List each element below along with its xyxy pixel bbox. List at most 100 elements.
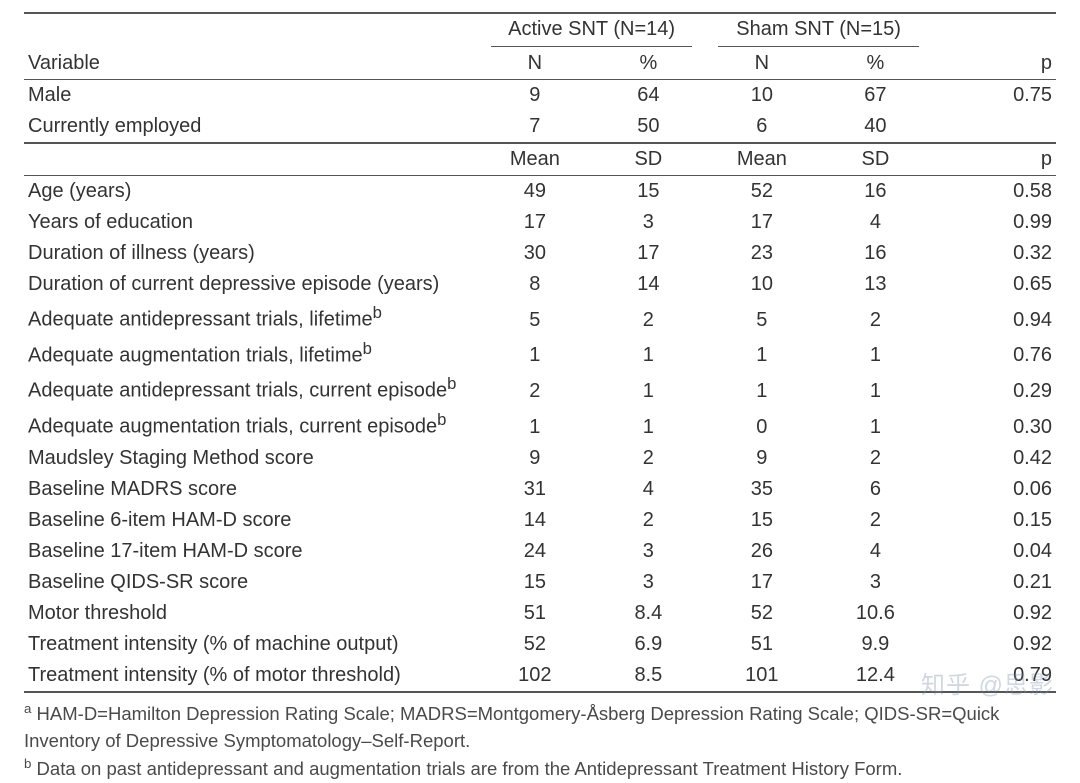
cell: 17 [705, 567, 819, 598]
cell: 51 [705, 629, 819, 660]
cell: 0.29 [932, 371, 1056, 407]
cell: 4 [819, 536, 933, 567]
cell: Adequate augmentation trials, lifetimeb [24, 336, 478, 372]
col-variable: Variable [24, 13, 478, 80]
cell: 1 [819, 336, 933, 372]
cell: 0.75 [932, 80, 1056, 112]
cell: Baseline MADRS score [24, 474, 478, 505]
cell: 1 [478, 336, 592, 372]
mid-p: p [932, 143, 1056, 176]
group-a-label: Active SNT (N=14) [491, 15, 691, 47]
cell: 7 [478, 111, 592, 143]
cell: 10 [705, 269, 819, 300]
table-row: Baseline MADRS score3143560.06 [24, 474, 1056, 505]
cell: 52 [478, 629, 592, 660]
cell: 0.92 [932, 598, 1056, 629]
cell: 64 [592, 80, 706, 112]
categorical-body: Male96410670.75Currently employed750640 [24, 80, 1056, 144]
cell: 2 [819, 300, 933, 336]
demographics-table: Variable Active SNT (N=14) Sham SNT (N=1… [24, 12, 1056, 693]
cell: 50 [592, 111, 706, 143]
cell: 10.6 [819, 598, 933, 629]
cell: 0.92 [932, 629, 1056, 660]
cell: 9 [478, 443, 592, 474]
table-row: Male96410670.75 [24, 80, 1056, 112]
cell: Baseline QIDS-SR score [24, 567, 478, 598]
cell [932, 111, 1056, 143]
table-row: Adequate augmentation trials, current ep… [24, 407, 1056, 443]
cell: 31 [478, 474, 592, 505]
table-row: Duration of current depressive episode (… [24, 269, 1056, 300]
cell: 0.79 [932, 660, 1056, 692]
col-group-b: Sham SNT (N=15) [705, 13, 932, 48]
mid-sd-a: SD [592, 143, 706, 176]
cell: 0.30 [932, 407, 1056, 443]
table-row: Baseline QIDS-SR score1531730.21 [24, 567, 1056, 598]
cell: 3 [592, 536, 706, 567]
footnote-a-sup: a [24, 701, 31, 716]
cell: 6 [819, 474, 933, 505]
cell: 17 [478, 207, 592, 238]
col-blank [932, 13, 1056, 48]
cell: 4 [819, 207, 933, 238]
cell: Treatment intensity (% of machine output… [24, 629, 478, 660]
footnote-a-text: HAM-D=Hamilton Depression Rating Scale; … [24, 703, 999, 751]
cell: 40 [819, 111, 933, 143]
cell: 0.15 [932, 505, 1056, 536]
cell: 16 [819, 176, 933, 208]
cell: Maudsley Staging Method score [24, 443, 478, 474]
cell: 5 [705, 300, 819, 336]
sub-pct-a: % [592, 48, 706, 80]
cell: 51 [478, 598, 592, 629]
table-row: Baseline 17-item HAM-D score2432640.04 [24, 536, 1056, 567]
footnote-b-text: Data on past antidepressant and augmenta… [37, 759, 903, 780]
cell: Motor threshold [24, 598, 478, 629]
cell: 101 [705, 660, 819, 692]
cell: Currently employed [24, 111, 478, 143]
cell: 102 [478, 660, 592, 692]
cell: 15 [705, 505, 819, 536]
mid-blank [24, 143, 478, 176]
table-row: Duration of illness (years)301723160.32 [24, 238, 1056, 269]
cell: 14 [592, 269, 706, 300]
table-row: Baseline 6-item HAM-D score1421520.15 [24, 505, 1056, 536]
table-row: Adequate antidepressant trials, current … [24, 371, 1056, 407]
cell: Duration of current depressive episode (… [24, 269, 478, 300]
cell: 10 [705, 80, 819, 112]
cell: 6.9 [592, 629, 706, 660]
cell: 0.06 [932, 474, 1056, 505]
cell: 15 [592, 176, 706, 208]
cell: 2 [819, 443, 933, 474]
cell: 1 [592, 371, 706, 407]
cell: Male [24, 80, 478, 112]
sub-pct-b: % [819, 48, 933, 80]
cell: Adequate antidepressant trials, lifetime… [24, 300, 478, 336]
cell: 2 [592, 505, 706, 536]
table-row: Maudsley Staging Method score92920.42 [24, 443, 1056, 474]
sub-n-a: N [478, 48, 592, 80]
table-row: Age (years)491552160.58 [24, 176, 1056, 208]
cell: 3 [819, 567, 933, 598]
cell: 52 [705, 176, 819, 208]
cell: 8.5 [592, 660, 706, 692]
cell: 6 [705, 111, 819, 143]
cell: 17 [705, 207, 819, 238]
cell: 2 [592, 443, 706, 474]
cell: 26 [705, 536, 819, 567]
cell: 1 [592, 336, 706, 372]
cell: 23 [705, 238, 819, 269]
footnote-a: a HAM-D=Hamilton Depression Rating Scale… [24, 699, 1056, 755]
cell: 30 [478, 238, 592, 269]
cell: Years of education [24, 207, 478, 238]
cell: 4 [592, 474, 706, 505]
cell: 0.21 [932, 567, 1056, 598]
cell: 13 [819, 269, 933, 300]
cell: 24 [478, 536, 592, 567]
cell: Baseline 6-item HAM-D score [24, 505, 478, 536]
cell: 8.4 [592, 598, 706, 629]
cell: 0.32 [932, 238, 1056, 269]
table-row: Treatment intensity (% of motor threshol… [24, 660, 1056, 692]
cell: 0.94 [932, 300, 1056, 336]
cell: 9 [705, 443, 819, 474]
cell: 12.4 [819, 660, 933, 692]
